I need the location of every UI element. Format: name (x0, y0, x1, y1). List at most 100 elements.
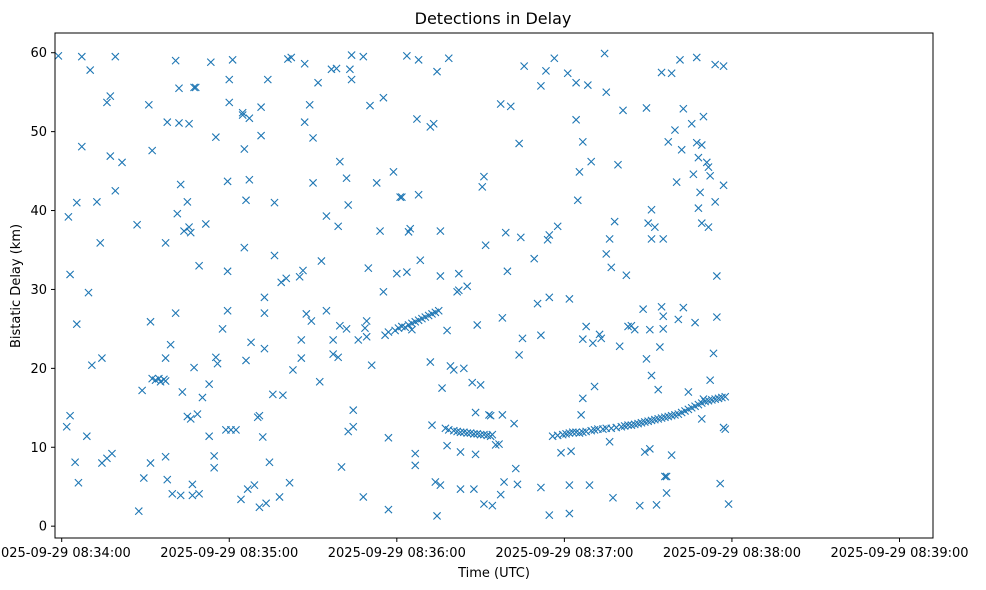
data-point-clutter-24 (111, 186, 120, 195)
data-point-clutter-321 (684, 388, 693, 397)
data-point-clutter-300 (652, 500, 661, 509)
data-point-clutter-42 (171, 309, 180, 318)
data-point-clutter-53 (185, 119, 194, 128)
data-point-clutter-15 (92, 197, 101, 206)
data-point-clutter-8 (74, 478, 83, 487)
data-point-clutter-118 (285, 478, 294, 487)
data-point-clutter-272 (597, 334, 606, 343)
data-point-clutter-196 (443, 441, 452, 450)
data-point-clutter-306 (659, 312, 668, 321)
data-point-clutter-299 (650, 223, 659, 232)
data-point-clutter-251 (557, 448, 566, 457)
data-point-clutter-204 (456, 485, 465, 494)
data-point-clutter-57 (188, 480, 197, 489)
data-point-track-3-14 (488, 430, 497, 439)
data-point-clutter-163 (372, 178, 381, 187)
data-point-clutter-87 (237, 495, 245, 504)
data-point-clutter-134 (322, 212, 331, 221)
data-point-clutter-241 (536, 81, 545, 90)
chart-title: Detections in Delay (415, 9, 572, 28)
data-point-clutter-295 (645, 325, 654, 334)
y-tick-label-6: 60 (30, 46, 47, 61)
data-point-clutter-38 (163, 475, 172, 484)
data-point-clutter-30 (139, 474, 148, 483)
data-point-clutter-231 (510, 419, 519, 428)
data-point-clutter-65 (198, 393, 207, 402)
data-point-clutter-263 (578, 394, 587, 403)
data-point-clutter-69 (206, 58, 215, 67)
data-point-clutter-330 (697, 219, 706, 228)
data-point-clutter-161 (366, 101, 374, 110)
data-point-clutter-80 (225, 75, 234, 84)
data-point-clutter-318 (677, 145, 686, 154)
data-point-clutter-328 (694, 204, 703, 213)
data-point-clutter-278 (607, 263, 616, 272)
data-point-clutter-215 (479, 172, 488, 181)
data-point-track-3-6 (463, 429, 472, 438)
y-tick-label-5: 50 (30, 125, 47, 140)
data-point-clutter-144 (337, 462, 346, 471)
data-point-clutter-127 (305, 100, 314, 109)
data-point-clutter-112 (275, 492, 284, 501)
data-point-clutter-3 (66, 270, 75, 279)
data-point-clutter-279 (608, 493, 617, 502)
data-point-clutter-202 (454, 286, 463, 295)
data-point-clutter-198 (444, 54, 453, 63)
x-tick-label-5: 2025-09-29 08:39:00 (830, 546, 968, 561)
data-point-clutter-214 (478, 182, 487, 191)
data-point-clutter-67 (205, 380, 214, 389)
data-point-clutter-346 (719, 62, 728, 71)
data-point-clutter-258 (572, 115, 581, 124)
data-point-clutter-281 (614, 160, 622, 169)
data-point-clutter-213 (476, 380, 485, 389)
data-point-clutter-320 (679, 303, 688, 312)
data-point-clutter-326 (692, 138, 701, 147)
data-point-clutter-232 (511, 464, 520, 473)
data-point-clutter-256 (567, 447, 576, 456)
data-point-clutter-211 (471, 450, 480, 459)
data-point-clutter-270 (590, 382, 599, 391)
data-point-track-2-4 (401, 323, 410, 332)
x-tick-label-4: 2025-09-29 08:38:00 (663, 546, 801, 561)
data-point-clutter-146 (342, 324, 351, 333)
data-point-clutter-23 (107, 449, 116, 458)
data-point-clutter-166 (379, 287, 388, 296)
data-point-clutter-210 (471, 408, 480, 417)
data-point-clutter-227 (500, 477, 509, 486)
data-point-clutter-260 (575, 167, 584, 176)
data-point-clutter-11 (82, 432, 91, 441)
data-point-clutter-77 (223, 306, 232, 315)
data-point-clutter-324 (691, 318, 700, 327)
data-point-clutter-205 (456, 448, 465, 456)
data-point-track-2-0 (384, 328, 393, 337)
data-point-clutter-36 (161, 452, 170, 461)
data-point-clutter-209 (469, 485, 478, 494)
data-point-clutter-224 (496, 100, 505, 109)
data-point-clutter-247 (545, 293, 554, 302)
data-point-clutter-164 (376, 227, 385, 236)
data-point-clutter-91 (242, 196, 251, 205)
data-point-clutter-304 (657, 68, 666, 77)
data-point-clutter-350 (724, 500, 733, 509)
data-point-clutter-17 (97, 354, 106, 363)
data-point-clutter-175 (402, 51, 411, 60)
data-point-clutter-28 (134, 507, 143, 516)
data-point-clutter-147 (344, 201, 353, 210)
data-point-clutter-203 (454, 269, 463, 278)
data-point-clutter-137 (329, 335, 338, 344)
data-point-clutter-128 (307, 317, 316, 325)
data-point-clutter-123 (298, 266, 307, 275)
data-point-clutter-334 (699, 112, 708, 121)
data-point-clutter-206 (459, 364, 468, 373)
data-point-clutter-58 (188, 491, 197, 500)
data-point-clutter-31 (144, 100, 153, 109)
data-point-clutter-191 (433, 511, 442, 520)
data-point-clutter-254 (565, 294, 574, 303)
data-point-clutter-47 (176, 491, 185, 500)
data-point-clutter-150 (347, 51, 356, 60)
data-point-clutter-171 (392, 269, 401, 278)
data-point-clutter-35 (161, 354, 170, 363)
y-tick-label-4: 40 (30, 204, 47, 219)
data-point-clutter-262 (578, 137, 587, 146)
data-point-clutter-337 (704, 163, 713, 172)
